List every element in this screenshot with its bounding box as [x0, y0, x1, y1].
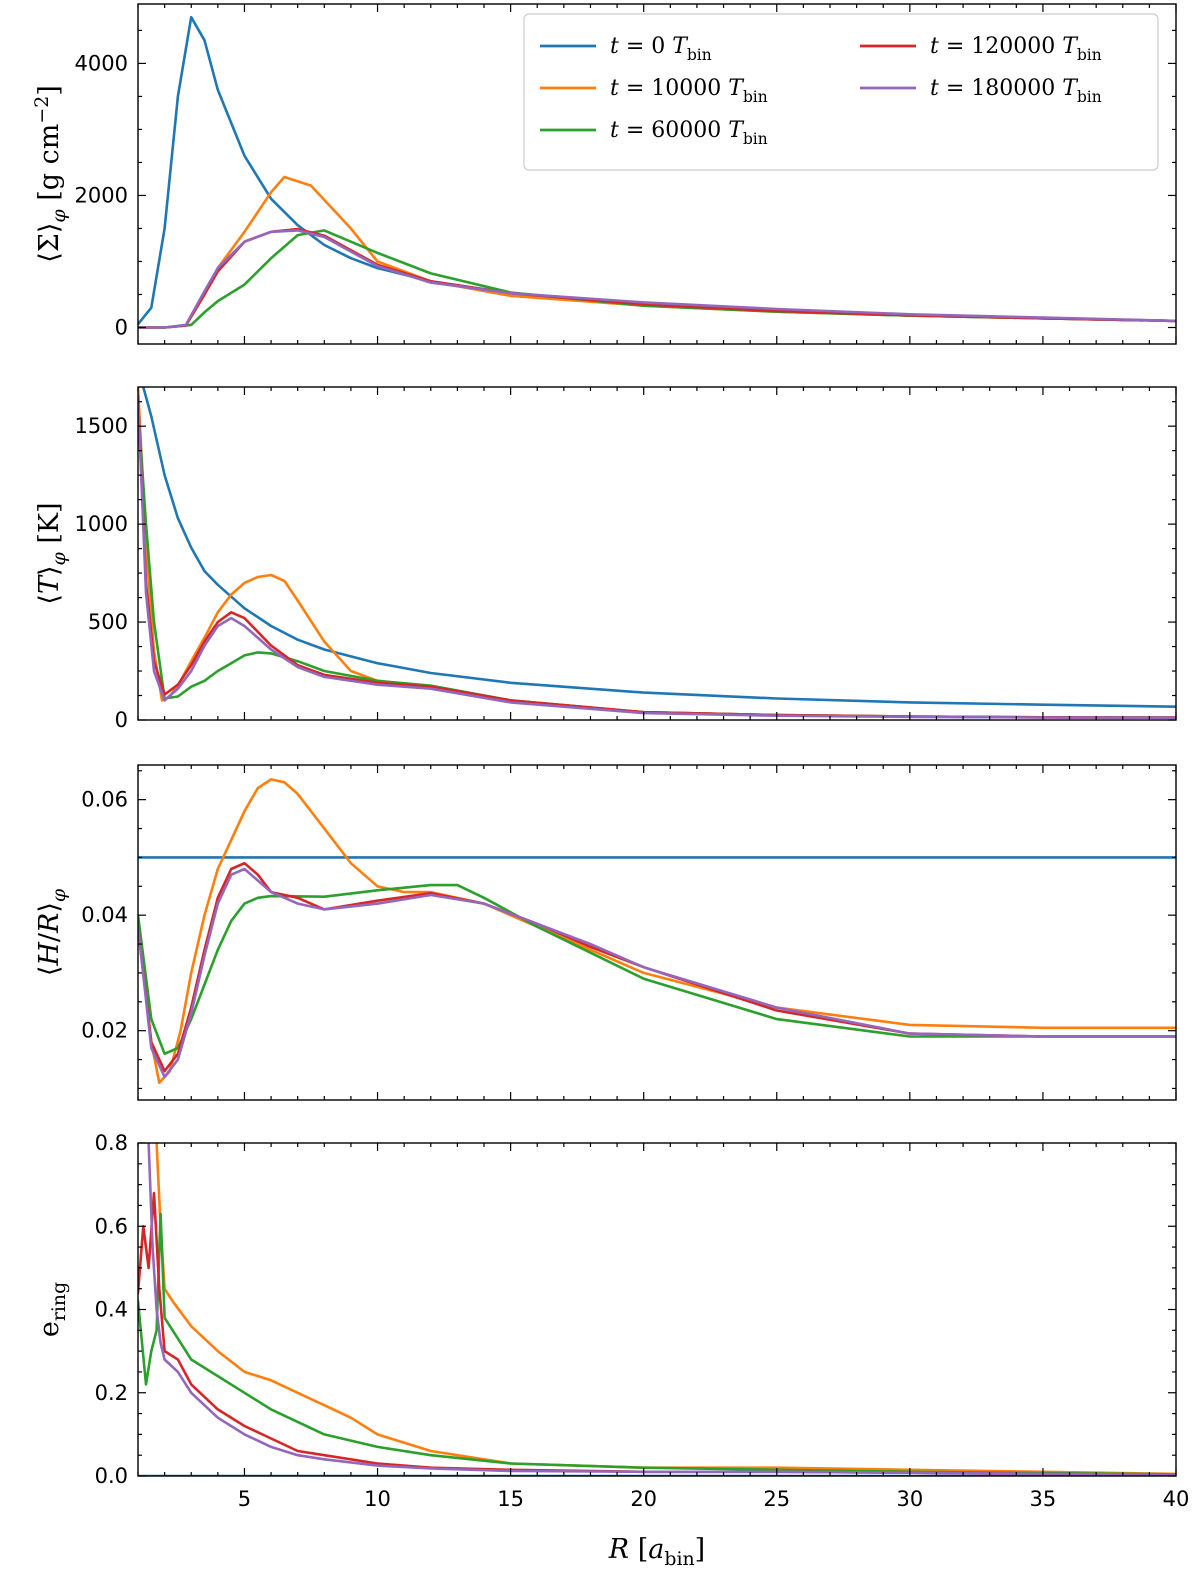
y-tick-label-aspect: 0.06	[81, 788, 128, 812]
legend-label-t60000: t = 60000 Tbin	[610, 118, 768, 148]
legend-label-t180000: t = 180000 Tbin	[930, 76, 1102, 106]
y-tick-label-temperature: 1000	[75, 512, 128, 536]
y-tick-label-eccentricity: 0.2	[95, 1381, 128, 1405]
x-tick-label: 10	[364, 1487, 391, 1511]
svg-text:⟨H/R⟩φ: ⟨H/R⟩φ	[34, 888, 70, 976]
y-tick-label-aspect: 0.04	[81, 903, 128, 927]
y-tick-label-eccentricity: 0.4	[95, 1298, 128, 1322]
panel-aspect: 0.02 0.04 0.06 ⟨H/R⟩φ	[34, 764, 1177, 1101]
legend-label-t120000: t = 120000 Tbin	[930, 34, 1102, 64]
series-line-eccentricity-t60000	[138, 1212, 1176, 1476]
y-tick-label-temperature: 1500	[75, 414, 128, 438]
x-tick-label: 20	[630, 1487, 657, 1511]
x-tick-label: 40	[1163, 1487, 1190, 1511]
x-tick-label: 15	[497, 1487, 524, 1511]
panel-eccentricity: 0.0 0.2 0.4 0.6 0.8 ering	[34, 1131, 1177, 1488]
svg-text:R [abin]: R [abin]	[608, 1534, 705, 1570]
series-line-temperature-t0	[142, 387, 1176, 708]
y-tick-label-sigma: 2000	[75, 183, 128, 207]
svg-text:⟨T⟩φ [K]: ⟨T⟩φ [K]	[34, 502, 70, 604]
series-line-aspect-t180000	[138, 867, 1176, 1079]
series-line-sigma-t60000	[138, 229, 1176, 329]
legend-entry-t60000: t = 60000 Tbin	[540, 118, 768, 148]
plot-frame-eccentricity	[137, 1142, 1177, 1477]
legend-label-t10000: t = 10000 Tbin	[610, 76, 768, 106]
plot-frame-aspect	[137, 764, 1177, 1101]
series-line-temperature-t180000	[138, 395, 1176, 720]
series-line-sigma-t180000	[138, 229, 1176, 329]
series-line-temperature-t120000	[138, 395, 1176, 719]
y-axis-label-temperature: ⟨T⟩φ [K]	[34, 502, 70, 604]
plot-frame-temperature	[137, 386, 1177, 721]
legend-entry-t10000: t = 10000 Tbin	[540, 76, 768, 106]
legend-entry-t120000: t = 120000 Tbin	[860, 34, 1102, 64]
svg-text:⟨Σ⟩φ [g cm−2]: ⟨Σ⟩φ [g cm−2]	[31, 85, 70, 263]
legend-entry-t180000: t = 180000 Tbin	[860, 76, 1102, 106]
y-tick-label-eccentricity: 0.0	[95, 1464, 128, 1488]
series-line-temperature-t10000	[138, 387, 1176, 719]
y-tick-label-eccentricity: 0.8	[95, 1131, 128, 1155]
series-line-aspect-t10000	[138, 778, 1176, 1084]
y-tick-label-aspect: 0.02	[81, 1019, 128, 1043]
y-tick-label-temperature: 0	[115, 708, 128, 732]
series-line-temperature-t60000	[138, 405, 1176, 719]
series-line-eccentricity-t120000	[138, 1191, 1176, 1476]
y-tick-label-sigma: 0	[115, 315, 128, 339]
x-tick-label: 35	[1030, 1487, 1057, 1511]
legend-entry-t0: t = 0 Tbin	[540, 34, 712, 64]
x-axis-label: R [abin]	[608, 1534, 705, 1570]
plot-frame-sigma	[137, 3, 1177, 345]
y-axis-label-sigma: ⟨Σ⟩φ [g cm−2]	[31, 85, 70, 263]
svg-text:ering: ering	[34, 1282, 70, 1337]
y-tick-label-eccentricity: 0.6	[95, 1214, 128, 1238]
series-line-eccentricity-t180000	[147, 1143, 1176, 1476]
legend-box	[523, 13, 1159, 171]
series-line-eccentricity-t10000	[155, 1143, 1176, 1476]
series-line-aspect-t120000	[138, 861, 1176, 1073]
legend: t = 0 Tbin t = 10000 Tbin t = 60000 Tbin t …	[523, 13, 1159, 171]
y-tick-label-sigma: 4000	[75, 51, 128, 75]
y-axis-label-eccentricity: ering	[34, 1282, 70, 1337]
panel-temperature: 0 500 1000 1500 ⟨T⟩φ [K]	[34, 386, 1177, 732]
y-axis-label-aspect: ⟨H/R⟩φ	[34, 888, 70, 976]
panel-sigma: 0 2000 4000⟨Σ⟩φ [g cm−2]	[31, 3, 1177, 345]
x-tick-label: 25	[763, 1487, 790, 1511]
y-tick-label-temperature: 500	[88, 610, 128, 634]
x-tick-label: 5	[238, 1487, 251, 1511]
legend-label-t0: t = 0 Tbin	[610, 34, 712, 64]
x-tick-label: 30	[896, 1487, 923, 1511]
series-line-sigma-t120000	[138, 227, 1176, 329]
